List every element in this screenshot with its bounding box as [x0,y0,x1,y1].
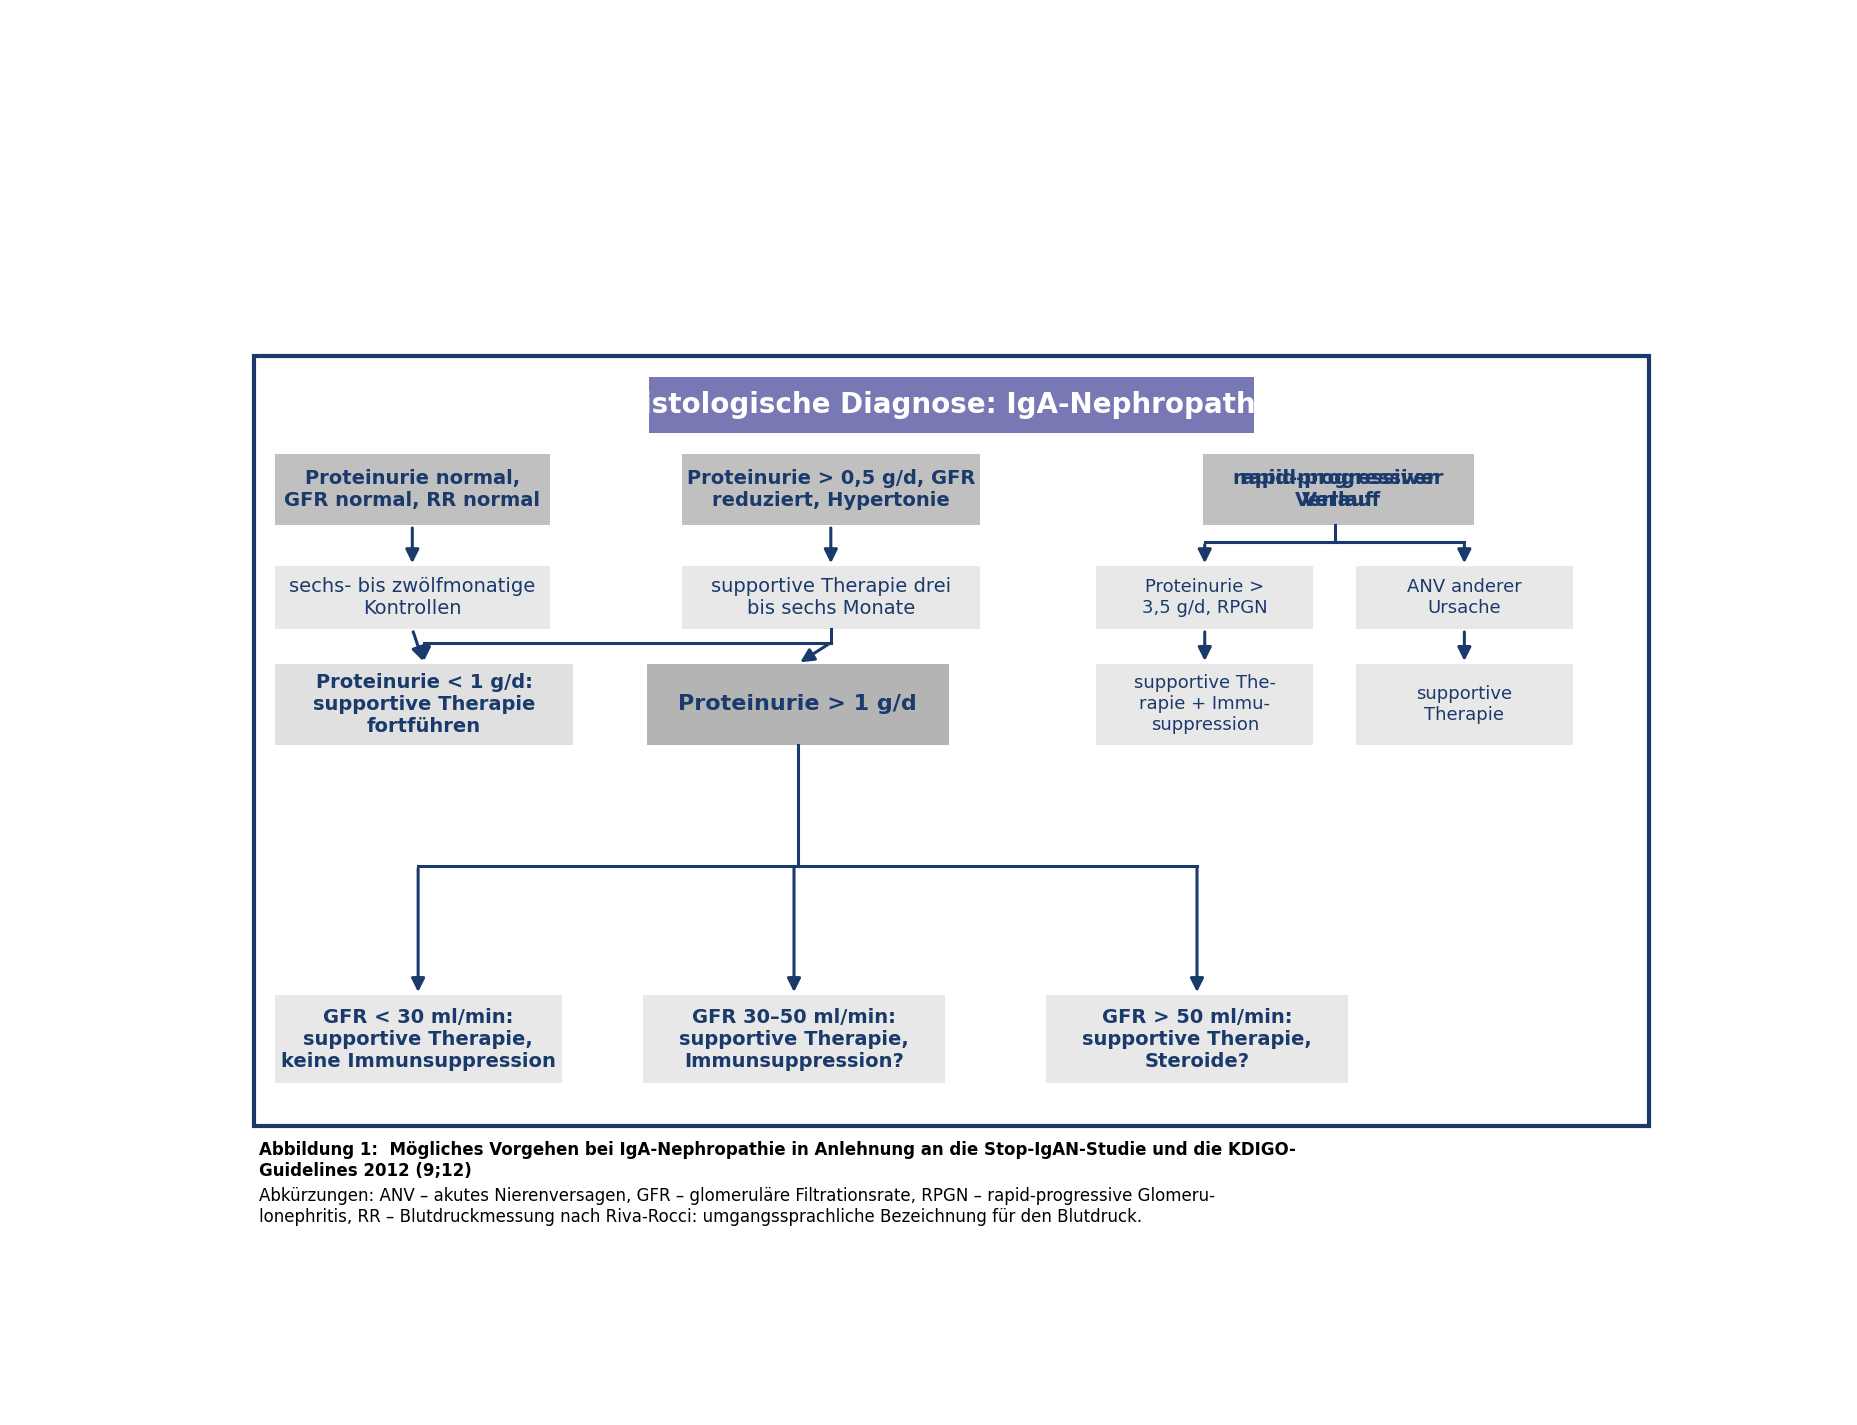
Text: Proteinurie > 0,5 g/d, GFR
reduziert, Hypertonie: Proteinurie > 0,5 g/d, GFR reduziert, Hy… [687,469,975,510]
Text: ANV anderer
Ursache: ANV anderer Ursache [1408,579,1521,617]
FancyBboxPatch shape [650,378,1253,433]
Text: Proteinurie normal,
GFR normal, RR normal: Proteinurie normal, GFR normal, RR norma… [284,469,540,510]
FancyBboxPatch shape [275,455,550,526]
Text: Proteinurie < 1 g/d:
supportive Therapie
fortführen: Proteinurie < 1 g/d: supportive Therapie… [312,673,535,735]
Text: Abkürzungen: ANV – akutes Nierenversagen, GFR – glomeruläre Filtrationsrate, RPG: Abkürzungen: ANV – akutes Nierenversagen… [260,1187,1214,1226]
Text: Proteinurie > 1 g/d: Proteinurie > 1 g/d [678,694,917,714]
FancyBboxPatch shape [643,995,945,1083]
FancyBboxPatch shape [682,566,980,630]
FancyBboxPatch shape [275,995,561,1083]
Text: Proteinurie >
3,5 g/d, RPGN: Proteinurie > 3,5 g/d, RPGN [1142,579,1268,617]
FancyBboxPatch shape [1211,455,1474,526]
FancyBboxPatch shape [682,455,980,526]
Text: sechs- bis zwölfmonatige
Kontrollen: sechs- bis zwölfmonatige Kontrollen [290,577,535,618]
FancyBboxPatch shape [1203,455,1467,526]
FancyBboxPatch shape [1356,566,1573,630]
Text: supportive Therapie drei
bis sechs Monate: supportive Therapie drei bis sechs Monat… [711,577,951,618]
Text: supportive
Therapie: supportive Therapie [1417,685,1512,724]
Text: GFR 30–50 ml/min:
supportive Therapie,
Immunsuppression?: GFR 30–50 ml/min: supportive Therapie, I… [680,1007,908,1070]
FancyBboxPatch shape [254,356,1649,1126]
FancyBboxPatch shape [275,566,550,630]
FancyBboxPatch shape [646,664,949,745]
Text: Histologische Diagnose: IgA-Nephropathie: Histologische Diagnose: IgA-Nephropathie [618,390,1285,419]
Text: rapid-progressiver
Verlauf: rapid-progressiver Verlauf [1233,469,1437,510]
FancyBboxPatch shape [1045,995,1348,1083]
Text: GFR > 50 ml/min:
supportive Therapie,
Steroide?: GFR > 50 ml/min: supportive Therapie, St… [1083,1007,1311,1070]
FancyBboxPatch shape [1356,664,1573,745]
Text: Abbildung 1:  Mögliches Vorgehen bei IgA-Nephropathie in Anlehnung an die Stop-I: Abbildung 1: Mögliches Vorgehen bei IgA-… [260,1141,1296,1180]
Text: GFR < 30 ml/min:
supportive Therapie,
keine Immunsuppression: GFR < 30 ml/min: supportive Therapie, ke… [280,1007,555,1070]
FancyBboxPatch shape [1096,566,1313,630]
Text: supportive The-
rapie + Immu-
suppression: supportive The- rapie + Immu- suppressio… [1135,674,1276,734]
Text: rapid-progressiver
Verlauf: rapid-progressiver Verlauf [1240,469,1445,510]
FancyBboxPatch shape [1096,664,1313,745]
FancyBboxPatch shape [275,664,574,745]
